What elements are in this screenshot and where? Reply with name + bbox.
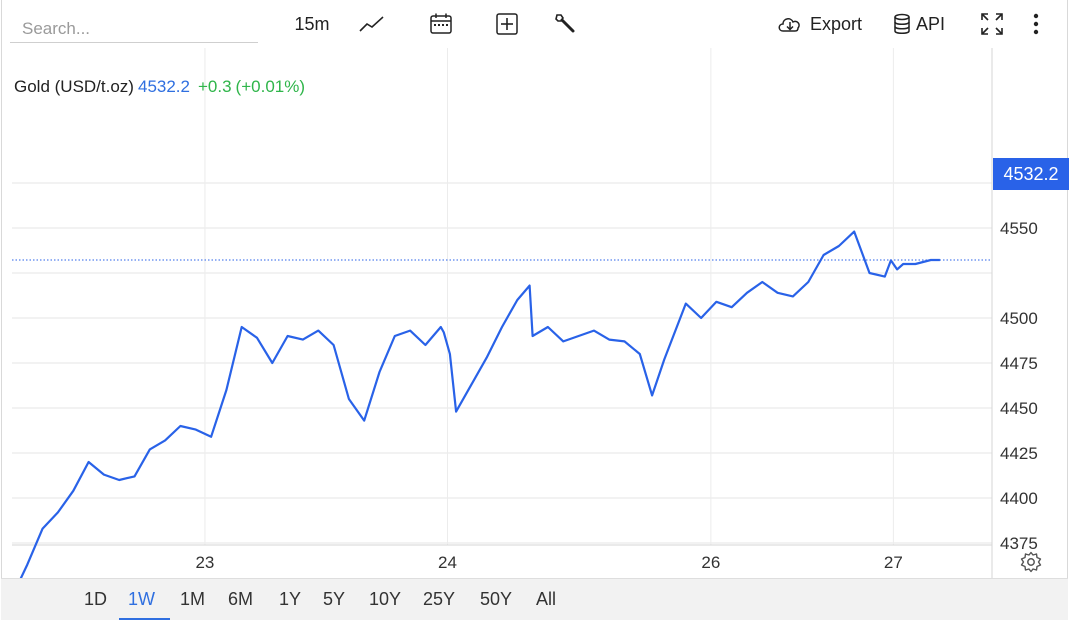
range-button-10y[interactable]: 10Y xyxy=(369,589,402,609)
fullscreen-button[interactable] xyxy=(978,8,1006,40)
y-tick-label: 4450 xyxy=(1000,399,1038,418)
export-button[interactable]: Export xyxy=(776,8,870,40)
legend-change-percent: (+0.01%) xyxy=(235,77,305,96)
legend-change: +0.3 xyxy=(197,77,232,96)
chart-type-button[interactable] xyxy=(356,8,388,40)
y-tick-label: 4475 xyxy=(1000,354,1038,373)
y-tick-label: 4400 xyxy=(1000,489,1038,508)
last-price-tag: 4532.2 xyxy=(993,158,1069,190)
fullscreen-icon xyxy=(981,13,1003,35)
range-button-1m[interactable]: 1M xyxy=(180,589,206,609)
y-tick-label: 4425 xyxy=(1000,444,1038,463)
price-series-line xyxy=(18,230,940,580)
add-indicator-button[interactable] xyxy=(492,8,522,40)
search-input[interactable] xyxy=(10,10,262,44)
calendar-icon xyxy=(430,13,452,34)
range-button-6m[interactable]: 6M xyxy=(228,589,254,609)
api-label: API xyxy=(916,13,946,34)
x-tick-label: 24 xyxy=(438,553,457,572)
range-button-5y[interactable]: 5Y xyxy=(323,589,346,609)
range-button-1w[interactable]: 1W xyxy=(128,589,155,609)
chart-legend: Gold (USD/t.oz) 4532.2 +0.3 (+0.01%) xyxy=(14,77,305,97)
line-chart-icon xyxy=(359,16,384,32)
tools-button[interactable] xyxy=(550,8,580,40)
chart-settings-button[interactable] xyxy=(1020,551,1042,578)
x-tick-label: 23 xyxy=(195,553,214,572)
more-vertical-icon xyxy=(1033,13,1039,35)
interval-selector[interactable]: 15m xyxy=(290,8,334,40)
range-button-1y[interactable]: 1Y xyxy=(279,589,302,609)
database-icon xyxy=(894,13,910,34)
interval-label: 15m xyxy=(294,13,330,34)
plus-square-icon xyxy=(496,13,518,35)
more-menu-button[interactable] xyxy=(1026,8,1046,40)
y-tick-label: 4375 xyxy=(1000,534,1038,553)
range-button-all[interactable]: All xyxy=(536,589,557,609)
search-box[interactable] xyxy=(10,10,262,44)
wrench-icon xyxy=(555,14,575,33)
export-label: Export xyxy=(810,13,863,34)
y-tick-label: 4550 xyxy=(1000,219,1038,238)
api-button[interactable]: API xyxy=(892,8,952,40)
y-tick-label: 4500 xyxy=(1000,309,1038,328)
gear-icon xyxy=(1020,551,1042,573)
range-button-25y[interactable]: 25Y xyxy=(423,589,456,609)
x-tick-label: 27 xyxy=(884,553,903,572)
active-range-indicator xyxy=(119,618,170,620)
calendar-button[interactable] xyxy=(426,8,456,40)
cloud-download-icon xyxy=(778,18,800,32)
x-tick-label: 26 xyxy=(701,553,720,572)
instrument-name: Gold (USD/t.oz) xyxy=(14,77,134,96)
range-bar: 1D 1W 1M 6M 1Y 5Y 10Y 25Y 50Y All xyxy=(1,578,1068,620)
range-button-50y[interactable]: 50Y xyxy=(480,589,513,609)
legend-price: 4532.2 xyxy=(137,77,190,96)
range-button-1d[interactable]: 1D xyxy=(84,589,108,609)
